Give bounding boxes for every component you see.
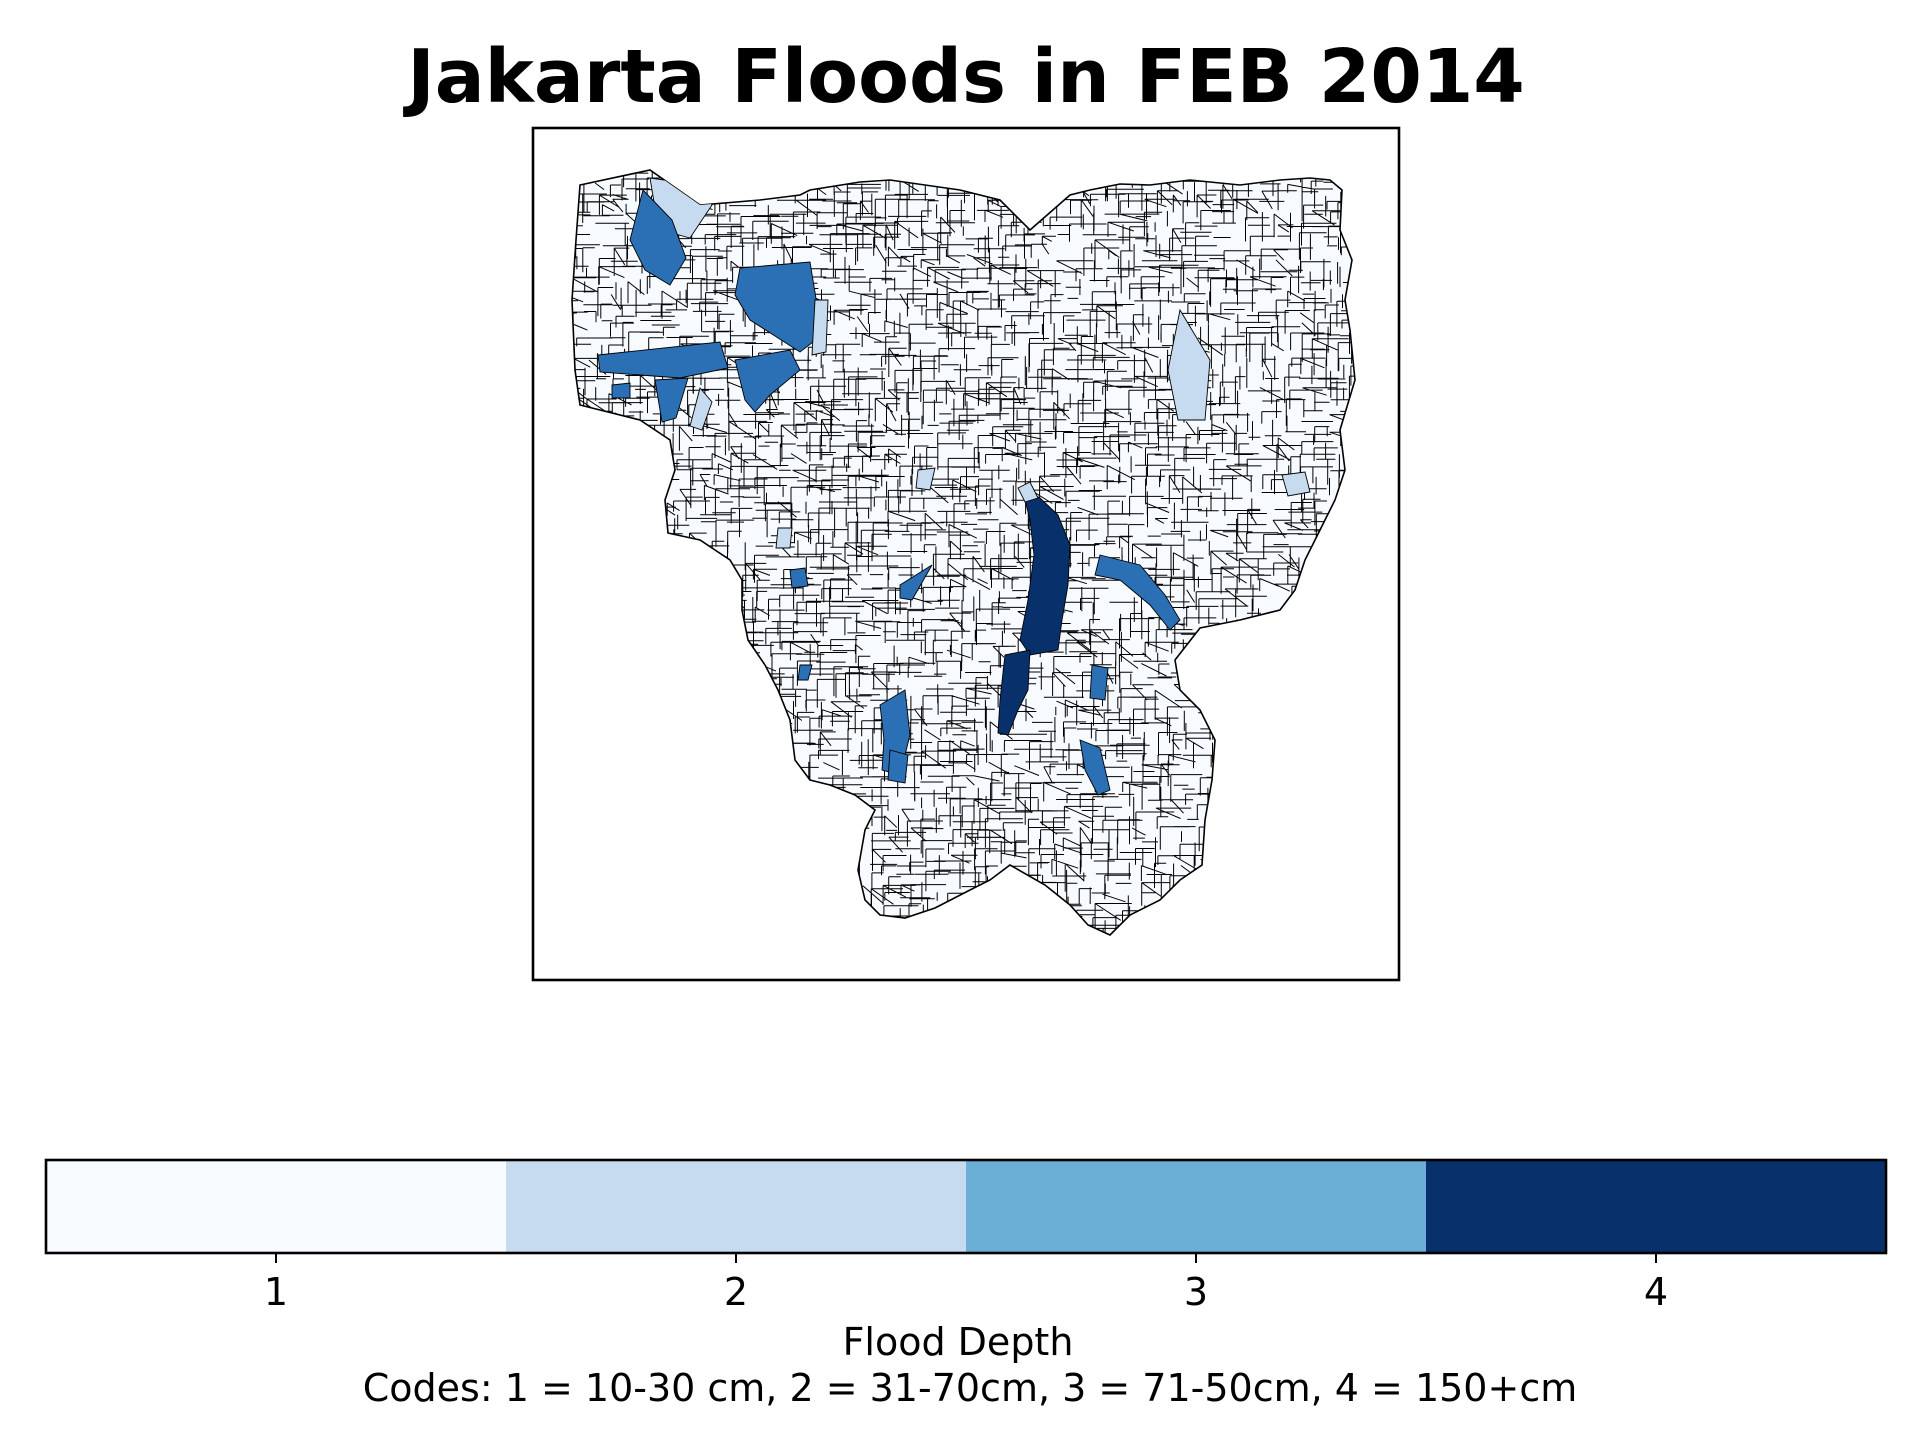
flooded-district-16: [1094, 554, 1181, 631]
colorbar-caption: Codes: 1 = 10-30 cm, 2 = 31-70cm, 3 = 71…: [363, 1366, 1577, 1410]
flooded-district-4: [597, 341, 729, 379]
flooded-district-20: [1089, 664, 1109, 701]
colorbar: 1 2 3 4 Flood Depth Codes: 1 = 10-30 cm, 2 …: [44, 1158, 1888, 1410]
colorbar-cell-1: [46, 1160, 507, 1253]
flooded-district-11: [1281, 471, 1311, 497]
flooded-district-10: [1167, 308, 1211, 421]
flooded-district-6: [734, 349, 801, 413]
flooded-district-5: [654, 377, 689, 423]
flooded-district-21: [1079, 739, 1111, 796]
colorbar-outline: [44, 1158, 1888, 1255]
flooded-district-8: [689, 387, 713, 431]
colorbar-label: Flood Depth: [843, 1320, 1074, 1364]
colorbar-tick-label-1: 1: [264, 1270, 288, 1314]
flooded-district-24: [1017, 481, 1039, 503]
flooded-district-12: [775, 527, 793, 549]
colorbar-tick-label-3: 3: [1184, 1270, 1208, 1314]
colorbar-cell-3: [966, 1160, 1427, 1253]
flooded-district-9: [811, 299, 829, 356]
flooded-district-13: [915, 467, 936, 491]
flooded-district-15: [899, 564, 933, 601]
flooded-district-7: [611, 382, 631, 399]
colorbar-cell-4: [1426, 1160, 1887, 1253]
map-title: Jakarta Floods in FEB 2014: [402, 34, 1525, 120]
flooded-district-14: [789, 567, 809, 589]
flooded-district-17: [797, 664, 813, 681]
flooded-district-22: [1019, 487, 1071, 656]
colorbar-tick-label-2: 2: [724, 1270, 748, 1314]
flooded-district-3: [734, 261, 823, 353]
flooded-district-23: [997, 649, 1031, 736]
flooded-district-2: [629, 189, 687, 286]
colorbar-tick-label-4: 4: [1644, 1270, 1668, 1314]
colorbar-cell-2: [506, 1160, 967, 1253]
flooded-district-19: [887, 749, 909, 784]
jakarta-district-map: [571, 169, 1356, 936]
